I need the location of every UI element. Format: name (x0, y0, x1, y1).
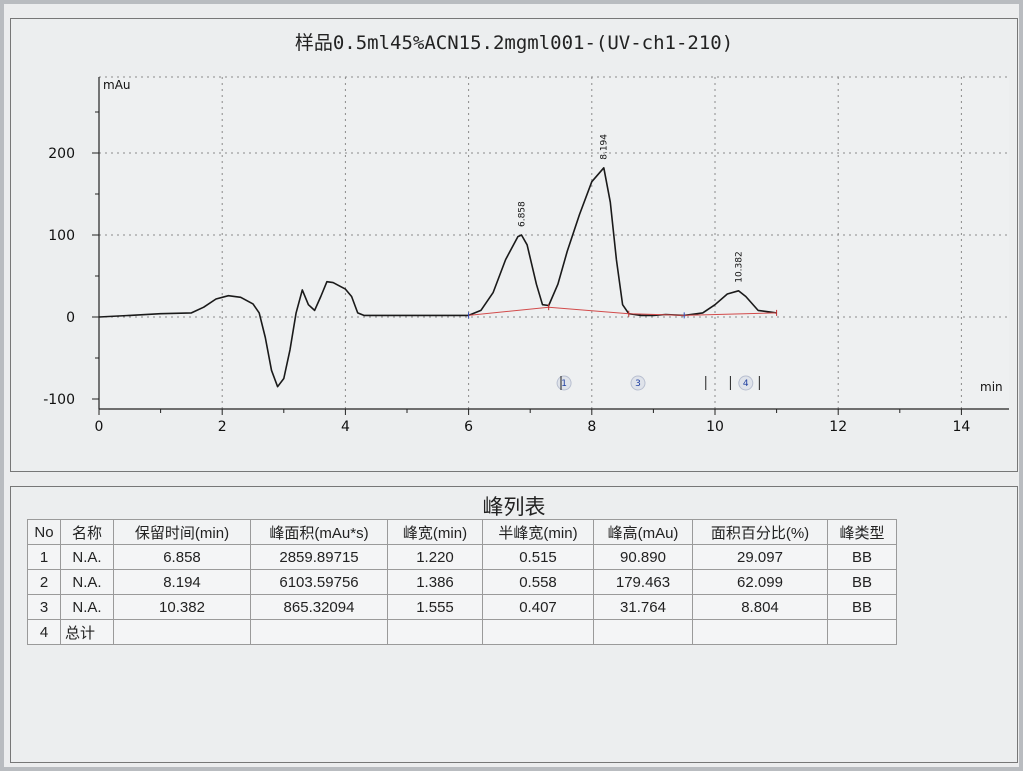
peak-marker-label: 4 (743, 379, 749, 389)
cell-name: 总计 (60, 619, 114, 645)
table-row: 4 总计 (27, 619, 897, 645)
cell-no: 4 (27, 619, 61, 645)
table-row: 2 N.A. 8.194 6103.59756 1.386 0.558 179.463 62.… (27, 569, 897, 595)
peak-marker-label: 3 (635, 379, 641, 389)
cell-retention-time: 6.858 (113, 544, 251, 570)
cell-half-width (482, 619, 594, 645)
y-tick-label: 0 (66, 310, 75, 326)
x-tick-label: 0 (95, 419, 104, 435)
y-tick-label: -100 (43, 392, 75, 408)
cell-retention-time: 10.382 (113, 594, 251, 620)
table-row: 3 N.A. 10.382 865.32094 1.555 0.407 31.764 8.80… (27, 594, 897, 620)
cell-retention-time: 8.194 (113, 569, 251, 595)
chromatogram-panel: 样品0.5ml45%ACN15.2mgml001-(UV-ch1-210) 0 2… (10, 18, 1018, 472)
cell-peak-area: 2859.89715 (250, 544, 388, 570)
cell-area-percent (692, 619, 828, 645)
cell-peak-height: 90.890 (593, 544, 693, 570)
peak-retention-label: 10.382 (735, 251, 745, 283)
chart-title: 样品0.5ml45%ACN15.2mgml001-(UV-ch1-210) (295, 32, 733, 54)
cell-half-width: 0.407 (482, 594, 594, 620)
peak-marker-circle (738, 375, 754, 391)
cell-retention-time (113, 619, 251, 645)
cell-area-percent: 29.097 (692, 544, 828, 570)
y-tick-label: 200 (48, 146, 75, 162)
cell-peak-type: BB (827, 594, 897, 620)
cell-peak-type: BB (827, 569, 897, 595)
x-tick-label: 14 (952, 419, 970, 435)
cell-no: 1 (27, 544, 61, 570)
peak-retention-label: 6.858 (517, 201, 527, 227)
peak-marker-label: 1 (561, 379, 567, 389)
cell-area-percent: 8.804 (692, 594, 828, 620)
chromatogram-chart: 样品0.5ml45%ACN15.2mgml001-(UV-ch1-210) 0 2… (43, 32, 1009, 435)
peak-table-title: 峰列表 (482, 495, 546, 519)
cell-no: 3 (27, 594, 61, 620)
cell-peak-area: 6103.59756 (250, 569, 388, 595)
cell-peak-width (387, 619, 483, 645)
cell-peak-type: BB (827, 544, 897, 570)
col-header-name: 名称 (60, 519, 114, 545)
cell-half-width: 0.515 (482, 544, 594, 570)
peak-retention-label: 8.194 (600, 134, 610, 160)
cell-peak-width: 1.555 (387, 594, 483, 620)
col-header-peak-height: 峰高(mAu) (593, 519, 693, 545)
x-tick-label: 12 (829, 419, 847, 435)
x-tick-label: 4 (341, 419, 350, 435)
col-header-peak-type: 峰类型 (827, 519, 897, 545)
y-unit-label: mAu (103, 78, 131, 92)
plot-area (99, 77, 1009, 409)
y-tick-label: 100 (48, 228, 75, 244)
peak-table: No 名称 保留时间(min) 峰面积(mAu*s) 峰宽(min) 半峰宽(m… (27, 519, 897, 645)
cell-half-width: 0.558 (482, 569, 594, 595)
cell-name: N.A. (60, 594, 114, 620)
cell-no: 2 (27, 569, 61, 595)
cell-peak-area (250, 619, 388, 645)
cell-peak-area: 865.32094 (250, 594, 388, 620)
col-header-no: No (27, 519, 61, 545)
peak-table-panel: 峰列表 No 名称 保留时间(min) 峰面积(mAu*s) 峰宽(min) 半… (10, 486, 1018, 763)
cell-peak-width: 1.386 (387, 569, 483, 595)
cell-peak-height: 179.463 (593, 569, 693, 595)
x-tick-label: 6 (464, 419, 473, 435)
cell-area-percent: 62.099 (692, 569, 828, 595)
table-row: 1 N.A. 6.858 2859.89715 1.220 0.515 90.890 29.0… (27, 544, 897, 570)
x-tick-label: 2 (218, 419, 227, 435)
x-unit-label: min (980, 380, 1003, 394)
cell-peak-width: 1.220 (387, 544, 483, 570)
cell-peak-type (827, 619, 897, 645)
table-header-row: No 名称 保留时间(min) 峰面积(mAu*s) 峰宽(min) 半峰宽(m… (27, 519, 897, 545)
col-header-half-width: 半峰宽(min) (482, 519, 594, 545)
x-tick-label: 8 (587, 419, 596, 435)
col-header-peak-width: 峰宽(min) (387, 519, 483, 545)
col-header-area-percent: 面积百分比(%) (692, 519, 828, 545)
cell-name: N.A. (60, 569, 114, 595)
cell-name: N.A. (60, 544, 114, 570)
col-header-retention-time: 保留时间(min) (113, 519, 251, 545)
x-tick-label: 10 (706, 419, 724, 435)
screen: 样品0.5ml45%ACN15.2mgml001-(UV-ch1-210) 0 2… (4, 4, 1019, 767)
cell-peak-height: 31.764 (593, 594, 693, 620)
cell-peak-height (593, 619, 693, 645)
peak-marker-circle (630, 375, 646, 391)
col-header-peak-area: 峰面积(mAu*s) (250, 519, 388, 545)
